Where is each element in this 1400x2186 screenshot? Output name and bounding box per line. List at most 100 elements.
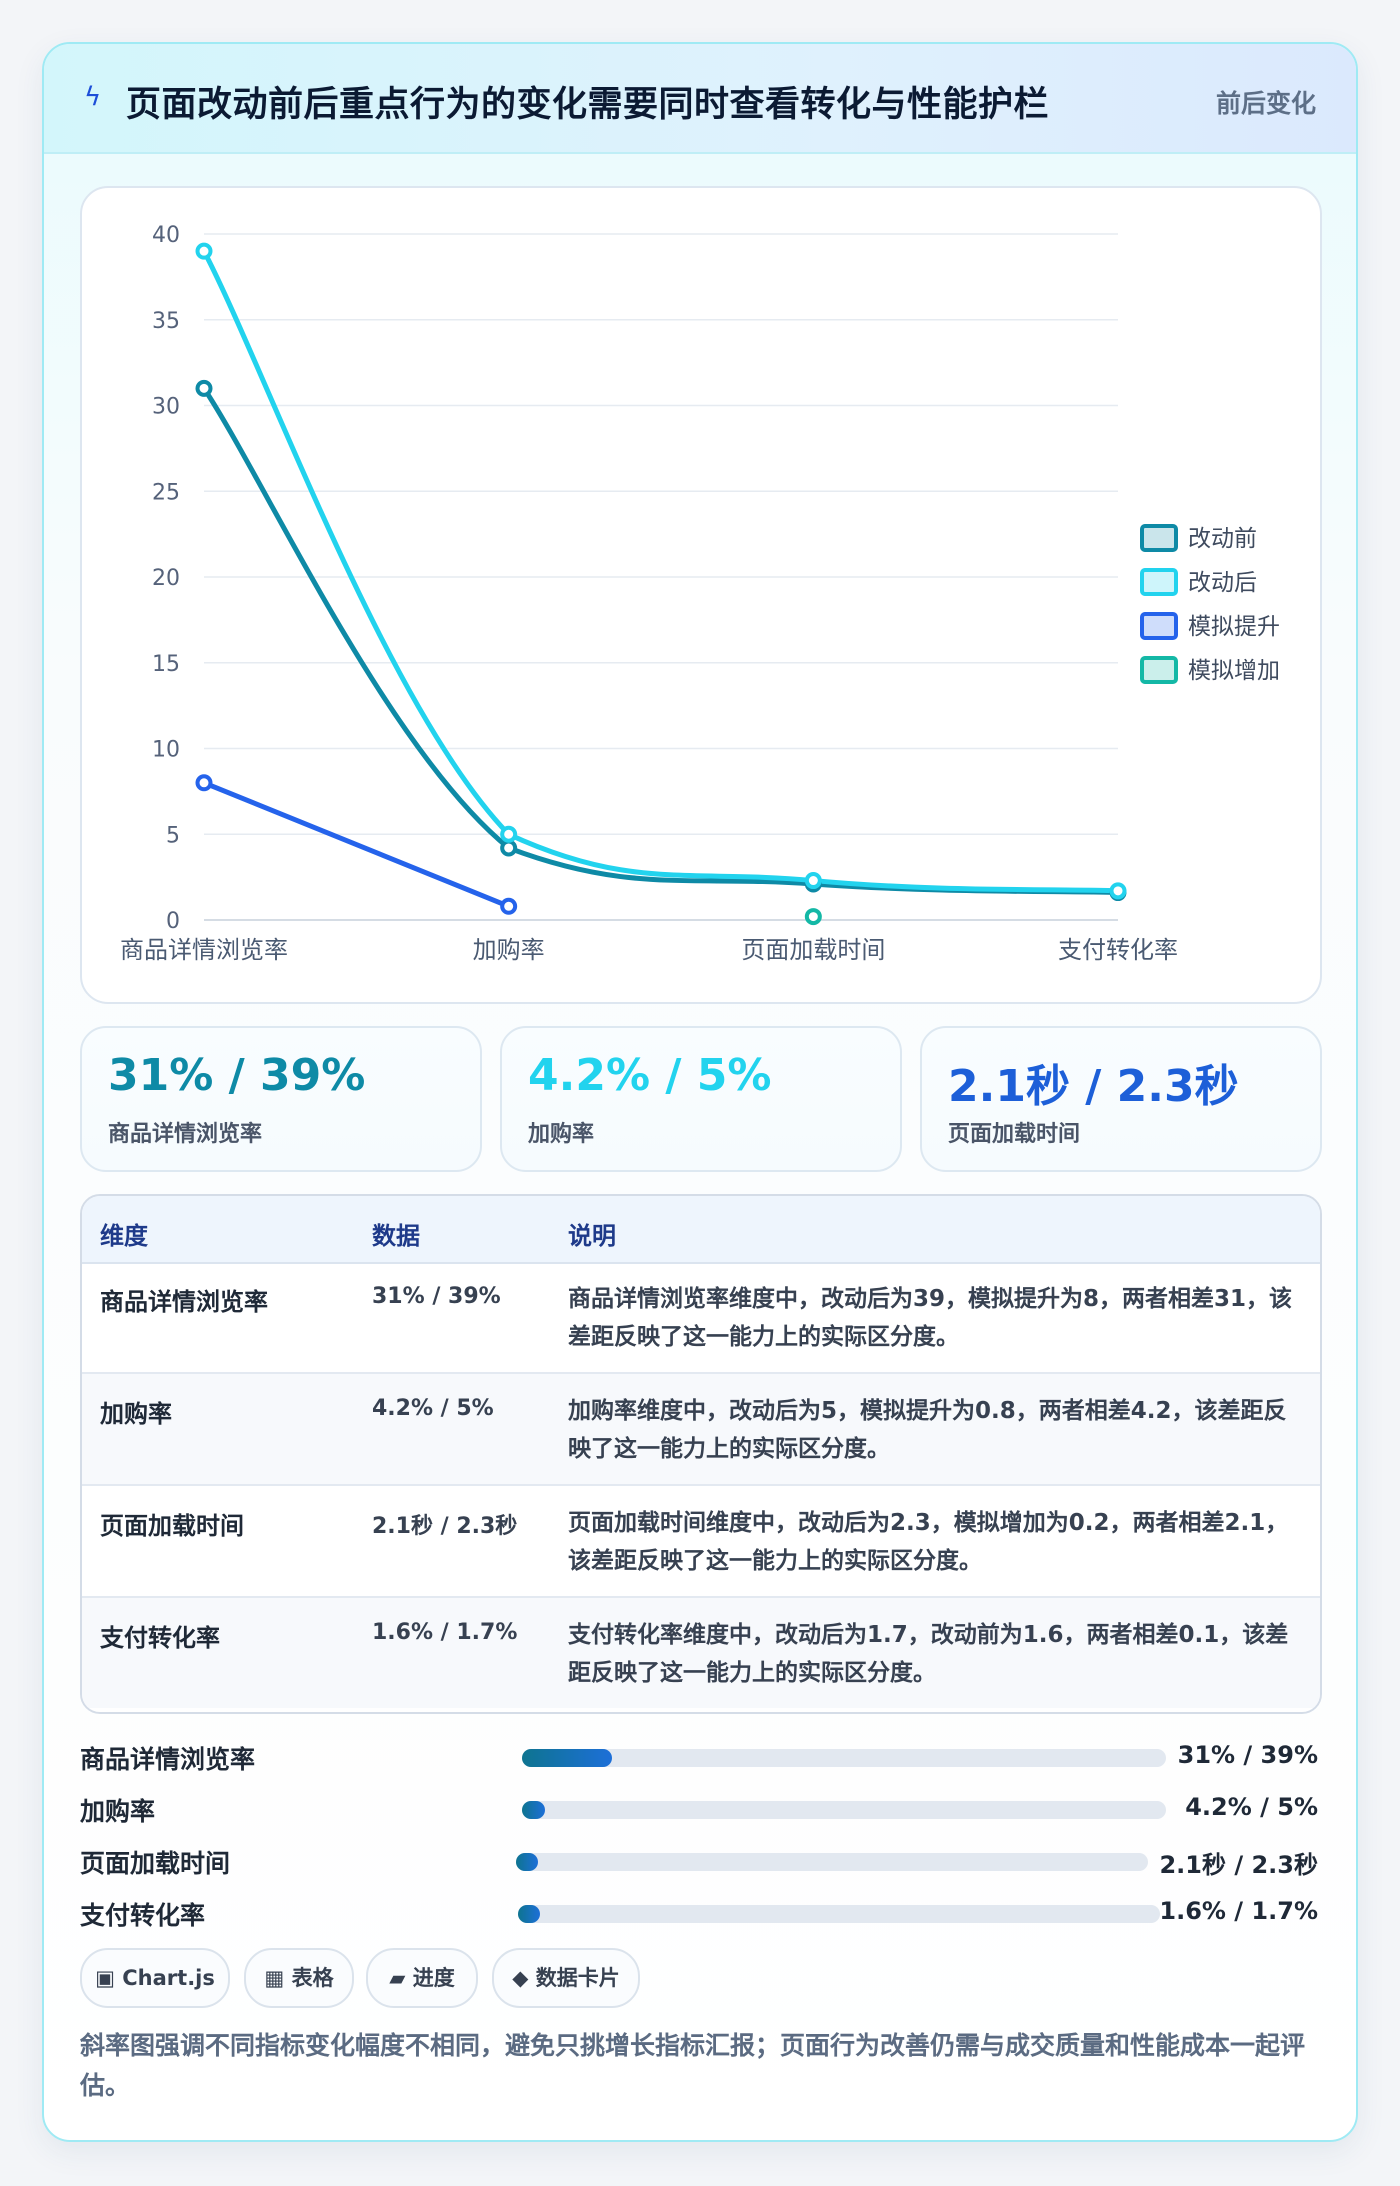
cell-dimension: 加购率 bbox=[100, 1400, 172, 1428]
progress-value: 4.2% / 5% bbox=[1185, 1793, 1318, 1821]
legend-label: 改动后 bbox=[1188, 570, 1257, 596]
progress-fill bbox=[522, 1749, 613, 1767]
stat-card: 31% / 39% 商品详情浏览率 bbox=[80, 1026, 482, 1172]
column-header: 维度 bbox=[100, 1222, 148, 1250]
card-header: ϟ 页面改动前后重点行为的变化需要同时查看转化与性能护栏 前后变化 bbox=[44, 44, 1356, 154]
x-tick-label: 商品详情浏览率 bbox=[120, 936, 288, 964]
data-point bbox=[195, 379, 213, 397]
chip-progress[interactable]: ▰ 进度 bbox=[366, 1948, 478, 2008]
progress-icon: ▰ bbox=[389, 1966, 406, 1990]
y-tick-label: 40 bbox=[152, 223, 180, 248]
table-row: 支付转化率 1.6% / 1.7% 支付转化率维度中，改动后为1.7，改动前为1… bbox=[82, 1598, 1320, 1708]
data-point bbox=[500, 897, 518, 915]
progress-row: 支付转化率 1.6% / 1.7% bbox=[80, 1894, 1318, 1934]
legend-swatch bbox=[1140, 568, 1178, 596]
progress-fill bbox=[522, 1801, 545, 1819]
series-line-模拟提升 bbox=[201, 780, 512, 909]
stat-value: 4.2% / 5% bbox=[528, 1050, 772, 1101]
chip-data-card[interactable]: ◆ 数据卡片 bbox=[492, 1948, 640, 2008]
y-tick-label: 25 bbox=[152, 480, 180, 505]
report-card: ϟ 页面改动前后重点行为的变化需要同时查看转化与性能护栏 前后变化 0 5 10 15… bbox=[42, 42, 1358, 2142]
column-header: 数据 bbox=[372, 1222, 420, 1250]
progress-track bbox=[516, 1853, 1148, 1871]
y-tick-label: 10 bbox=[152, 738, 180, 763]
chip-label: 数据卡片 bbox=[535, 1966, 620, 1990]
progress-fill bbox=[518, 1905, 541, 1923]
data-point bbox=[195, 242, 213, 260]
table-row: 商品详情浏览率 31% / 39% 商品详情浏览率维度中，改动后为39，模拟提升… bbox=[82, 1262, 1320, 1374]
stat-label: 加购率 bbox=[528, 1122, 595, 1147]
y-tick-label: 20 bbox=[152, 566, 180, 591]
cell-data: 31% / 39% bbox=[372, 1284, 501, 1309]
y-tick-label: 15 bbox=[152, 652, 180, 677]
progress-value: 31% / 39% bbox=[1177, 1741, 1318, 1769]
chip-table[interactable]: ▦ 表格 bbox=[244, 1948, 354, 2008]
stat-card: 4.2% / 5% 加购率 bbox=[500, 1026, 902, 1172]
progress-fill bbox=[516, 1853, 539, 1871]
progress-row: 商品详情浏览率 31% / 39% bbox=[80, 1738, 1318, 1778]
stat-label: 页面加载时间 bbox=[948, 1122, 1081, 1147]
page-title: 页面改动前后重点行为的变化需要同时查看转化与性能护栏 bbox=[126, 85, 1050, 125]
legend-label: 模拟增加 bbox=[1188, 658, 1280, 684]
y-tick-label: 5 bbox=[166, 823, 180, 848]
cell-data: 2.1秒 / 2.3秒 bbox=[372, 1514, 518, 1539]
cell-dimension: 支付转化率 bbox=[100, 1624, 220, 1652]
data-point bbox=[195, 774, 213, 792]
cell-description: 商品详情浏览率维度中，改动后为39，模拟提升为8，两者相差31，该差距反映了这一… bbox=[568, 1286, 1293, 1350]
progress-row: 加购率 4.2% / 5% bbox=[80, 1790, 1318, 1830]
cell-dimension: 商品详情浏览率 bbox=[100, 1288, 268, 1316]
chart-panel: 0 5 10 15 20 25 30 35 40 商品详情浏览率 加购率 页面加载时间 支付转化率 改动前… bbox=[80, 186, 1322, 1004]
y-tick-label: 30 bbox=[152, 395, 180, 420]
progress-track bbox=[518, 1905, 1160, 1923]
y-tick-label: 35 bbox=[152, 309, 180, 334]
legend-swatch bbox=[1140, 524, 1178, 552]
progress-row: 页面加载时间 2.1秒 / 2.3秒 bbox=[80, 1842, 1318, 1882]
progress-label: 加购率 bbox=[80, 1797, 156, 1826]
lightning-icon: ϟ bbox=[84, 82, 102, 112]
stat-value: 2.1秒 / 2.3秒 bbox=[948, 1061, 1239, 1112]
x-tick-label: 支付转化率 bbox=[1058, 936, 1178, 964]
legend-swatch bbox=[1140, 656, 1178, 684]
chip-label: 表格 bbox=[291, 1966, 334, 1990]
header-tag: 前后变化 bbox=[1215, 89, 1316, 118]
data-point bbox=[804, 908, 822, 926]
progress-track bbox=[522, 1749, 1166, 1767]
data-point bbox=[1109, 882, 1127, 900]
progress-value: 2.1秒 / 2.3秒 bbox=[1159, 1851, 1318, 1879]
footnote: 斜率图强调不同指标变化幅度不相同，避免只挑增长指标汇报；页面行为改善仍需与成交质… bbox=[80, 2031, 1306, 2100]
progress-label: 支付转化率 bbox=[80, 1901, 206, 1930]
data-point bbox=[500, 825, 518, 843]
chip-label: 进度 bbox=[412, 1966, 455, 1990]
chip-chart-js[interactable]: ▣ Chart.js bbox=[80, 1948, 230, 2008]
progress-label: 页面加载时间 bbox=[80, 1849, 231, 1878]
table-row: 加购率 4.2% / 5% 加购率维度中，改动后为5，模拟提升为0.8，两者相差… bbox=[82, 1374, 1320, 1486]
stat-label: 商品详情浏览率 bbox=[108, 1122, 263, 1147]
line-chart: 0 5 10 15 20 25 30 35 40 商品详情浏览率 加购率 页面加载时间 支付转化率 改动前… bbox=[120, 223, 1280, 964]
stat-card: 2.1秒 / 2.3秒 页面加载时间 bbox=[920, 1026, 1322, 1172]
table-icon: ▦ bbox=[264, 1966, 285, 1990]
chart-js-icon: ▣ bbox=[95, 1966, 115, 1990]
data-point bbox=[500, 839, 518, 857]
table-header: 维度 数据 说明 bbox=[82, 1196, 1320, 1264]
stat-value: 31% / 39% bbox=[108, 1050, 366, 1101]
legend-label: 改动前 bbox=[1188, 526, 1257, 552]
cell-data: 4.2% / 5% bbox=[372, 1396, 494, 1421]
cell-data: 1.6% / 1.7% bbox=[372, 1620, 518, 1645]
data-card-icon: ◆ bbox=[512, 1966, 529, 1990]
table-row: 页面加载时间 2.1秒 / 2.3秒 页面加载时间维度中，改动后为2.3，模拟增… bbox=[82, 1486, 1320, 1598]
legend-swatch bbox=[1140, 612, 1178, 640]
series-line-改动前 bbox=[201, 385, 1121, 896]
x-tick-label: 页面加载时间 bbox=[741, 936, 885, 964]
progress-track bbox=[522, 1801, 1166, 1819]
progress-label: 商品详情浏览率 bbox=[80, 1745, 256, 1774]
cell-dimension: 页面加载时间 bbox=[100, 1512, 244, 1540]
cell-description: 加购率维度中，改动后为5，模拟提升为0.8，两者相差4.2，该差距反映了这一能力… bbox=[568, 1398, 1287, 1462]
progress-value: 1.6% / 1.7% bbox=[1159, 1897, 1318, 1925]
cell-description: 支付转化率维度中，改动后为1.7，改动前为1.6，两者相差0.1，该差距反映了这… bbox=[568, 1622, 1289, 1686]
series-line-改动后 bbox=[201, 248, 1121, 894]
data-table: 维度 数据 说明 商品详情浏览率 31% / 39% 商品详情浏览率维度中，改动… bbox=[80, 1194, 1322, 1714]
y-tick-label: 0 bbox=[166, 909, 180, 934]
legend-label: 模拟提升 bbox=[1188, 614, 1280, 640]
data-point bbox=[804, 872, 822, 890]
column-header: 说明 bbox=[568, 1222, 616, 1250]
